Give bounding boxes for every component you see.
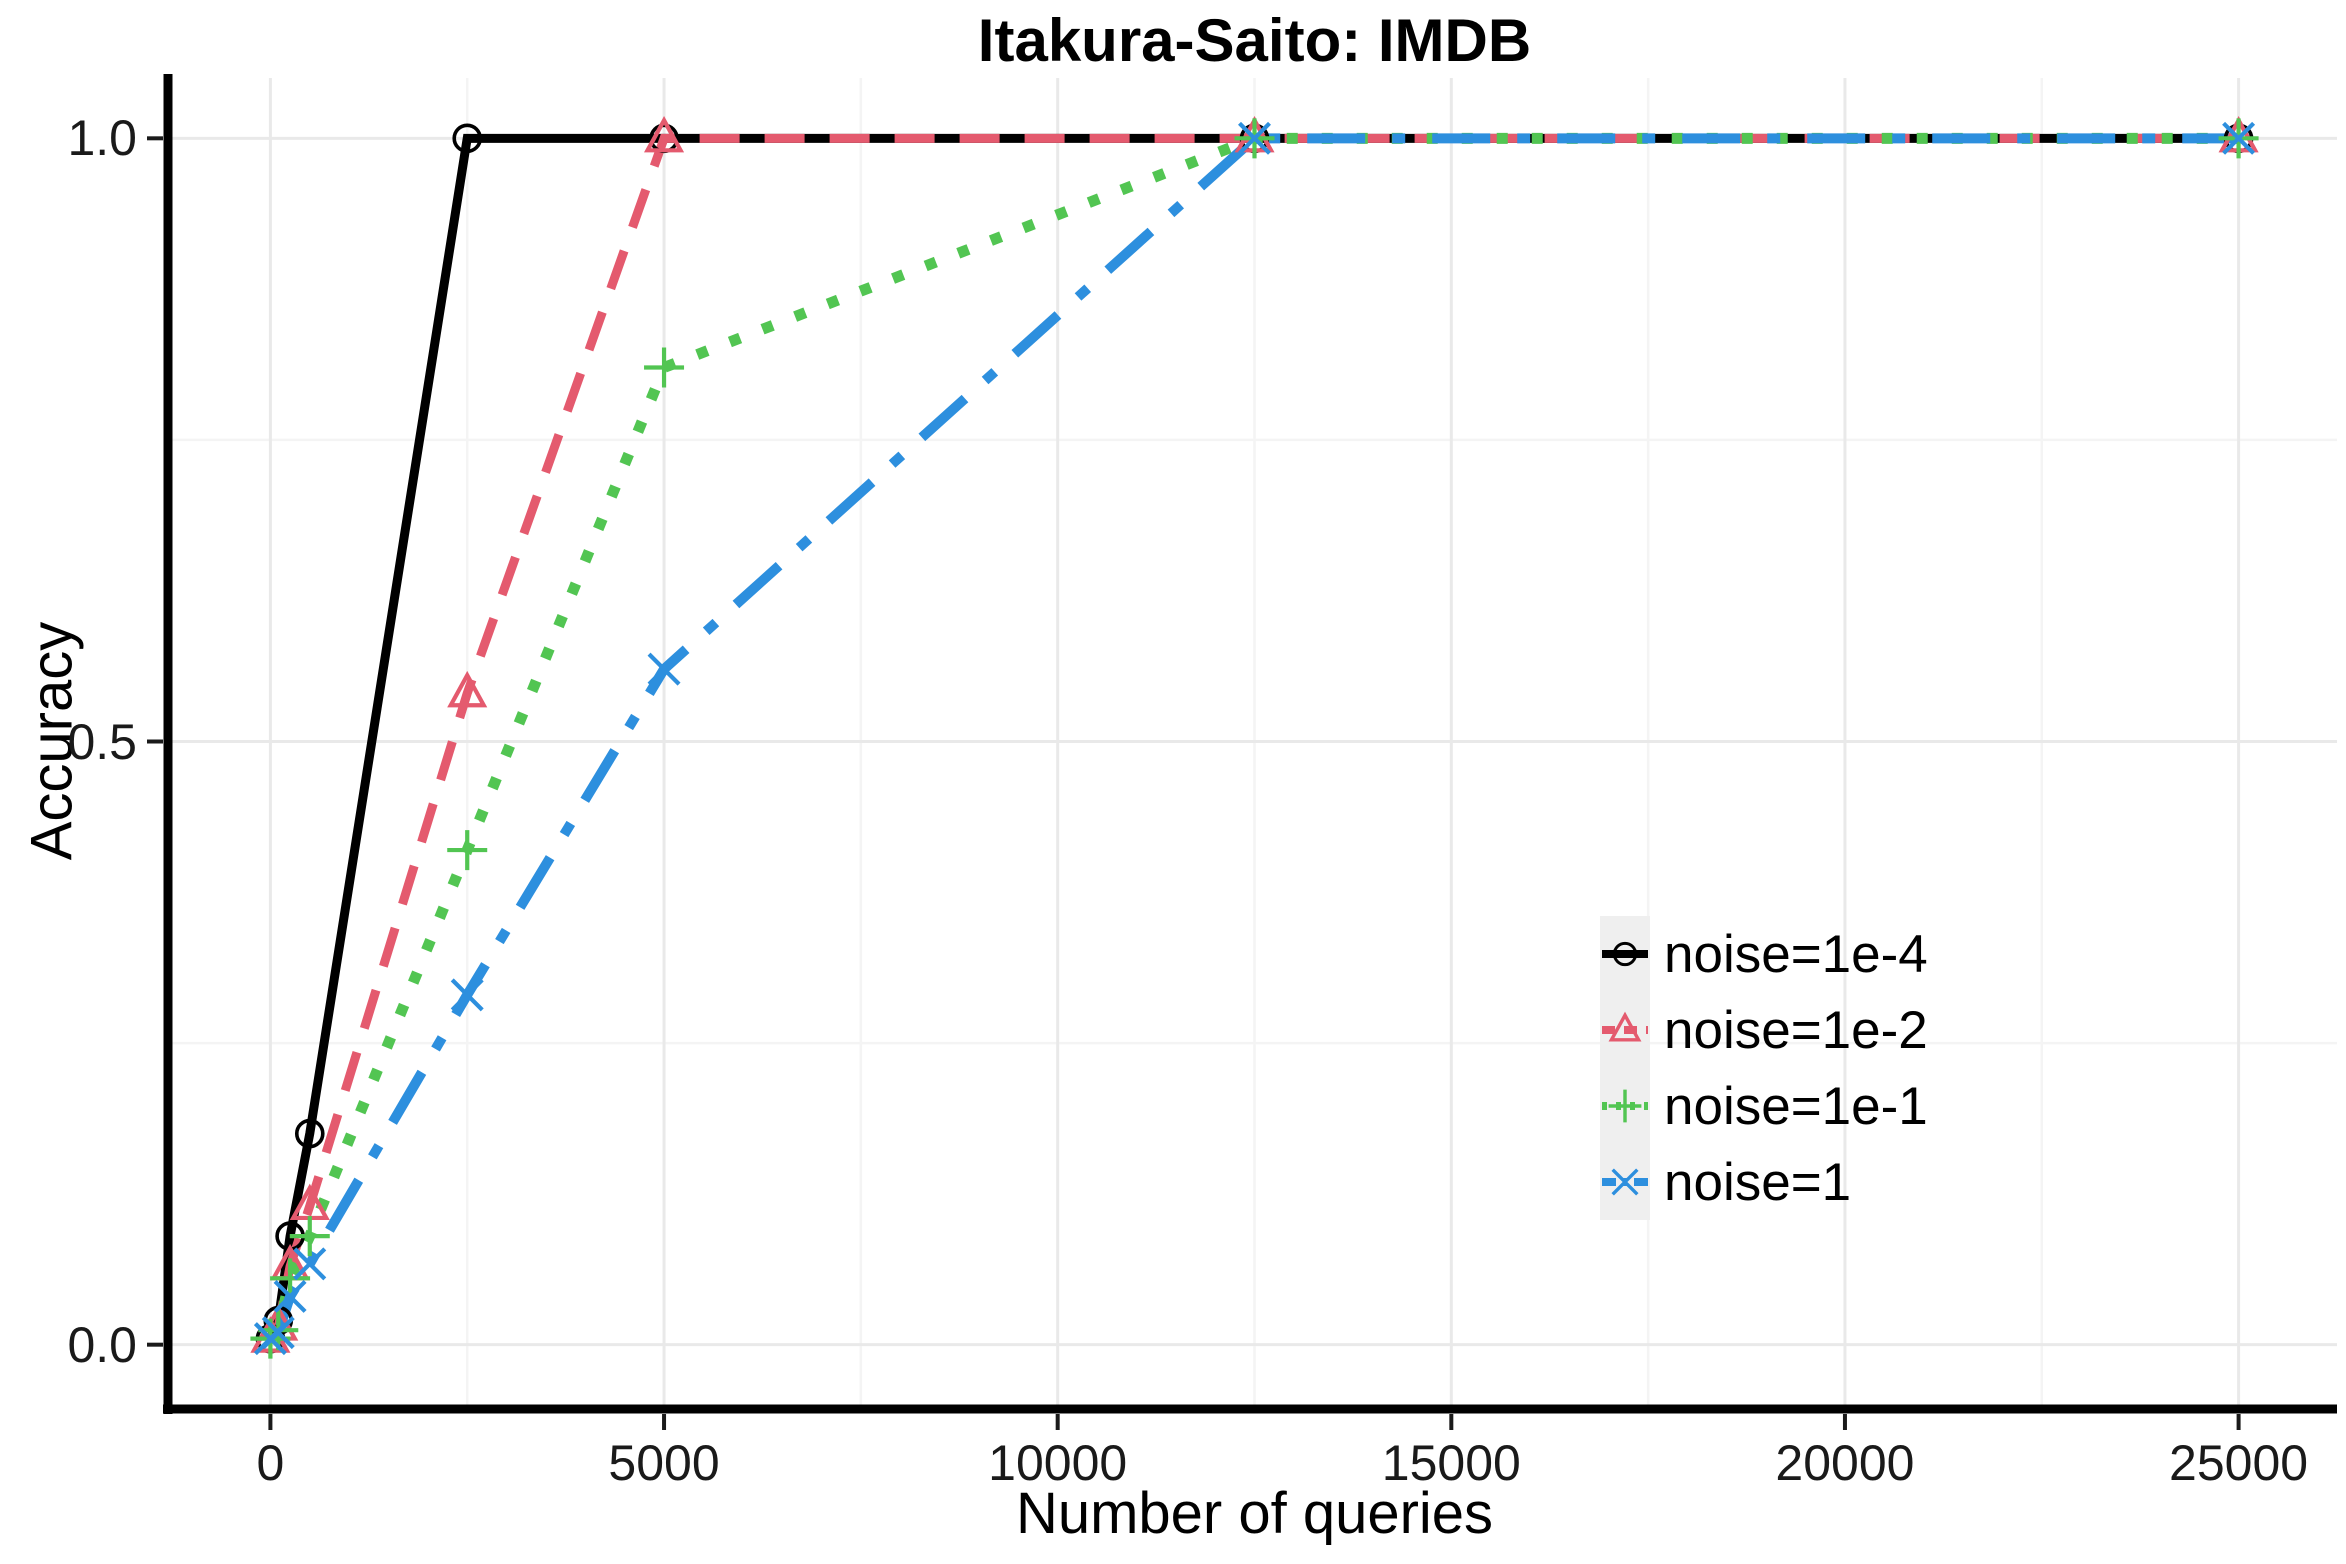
legend: noise=1e-4 noise=1e-2 noise=1e-1 noise=1 <box>1600 916 1928 1220</box>
y-tick-label: 0.0 <box>67 1316 137 1373</box>
x-tick-label: 15000 <box>1381 1435 1521 1491</box>
x-tick-label: 5000 <box>608 1435 720 1491</box>
marker-x <box>2222 121 2256 155</box>
marker-x <box>1611 1168 1639 1196</box>
marker-x <box>293 1247 327 1281</box>
marker-plus <box>644 347 685 388</box>
legend-key-noise-1-icon <box>1600 1144 1650 1220</box>
marker-plus <box>1608 1089 1642 1123</box>
series-line-noise-1e-1 <box>266 132 2239 1343</box>
marker-x <box>647 652 681 686</box>
legend-label: noise=1e-4 <box>1664 924 1928 984</box>
x-tick-label: 10000 <box>988 1435 1128 1491</box>
legend-label: noise=1 <box>1664 1152 1852 1212</box>
legend-key-noise-1e-2-icon <box>1600 992 1650 1068</box>
marker-x <box>1238 121 1271 155</box>
marker-x <box>273 1279 307 1313</box>
y-tick-label: 1.0 <box>67 110 137 167</box>
marker-x <box>261 1316 295 1350</box>
marker-plus <box>289 1216 330 1257</box>
marker-circle <box>1612 941 1638 967</box>
legend-key-noise-1e-1-icon <box>1600 1068 1650 1144</box>
chart-title: Itakura-Saito: IMDB <box>977 7 1532 74</box>
legend-item: noise=1e-4 <box>1600 916 1928 992</box>
y-tick-label: 0.5 <box>67 713 137 770</box>
marker-circle <box>294 1118 325 1149</box>
marker-plus <box>270 1258 311 1299</box>
legend-label: noise=1e-2 <box>1664 1000 1928 1060</box>
marker-triangle <box>643 115 685 153</box>
x-axis-title: Number of queries <box>1015 1481 1494 1546</box>
marker-x <box>450 978 484 1012</box>
legend-key-noise-1e-4-icon <box>1600 916 1650 992</box>
marker-circle <box>452 123 483 154</box>
legend-item: noise=1e-2 <box>1600 992 1928 1068</box>
legend-item: noise=1 <box>1600 1144 1928 1220</box>
x-tick-label: 20000 <box>1775 1435 1915 1491</box>
legend-item: noise=1e-1 <box>1600 1068 1928 1144</box>
legend-label: noise=1e-1 <box>1664 1076 1928 1136</box>
x-tick-label: 0 <box>256 1435 285 1491</box>
x-tick-label: 25000 <box>2169 1435 2309 1491</box>
marker-triangle <box>447 670 488 708</box>
marker-plus <box>447 830 488 871</box>
marker-triangle <box>1608 1011 1642 1042</box>
